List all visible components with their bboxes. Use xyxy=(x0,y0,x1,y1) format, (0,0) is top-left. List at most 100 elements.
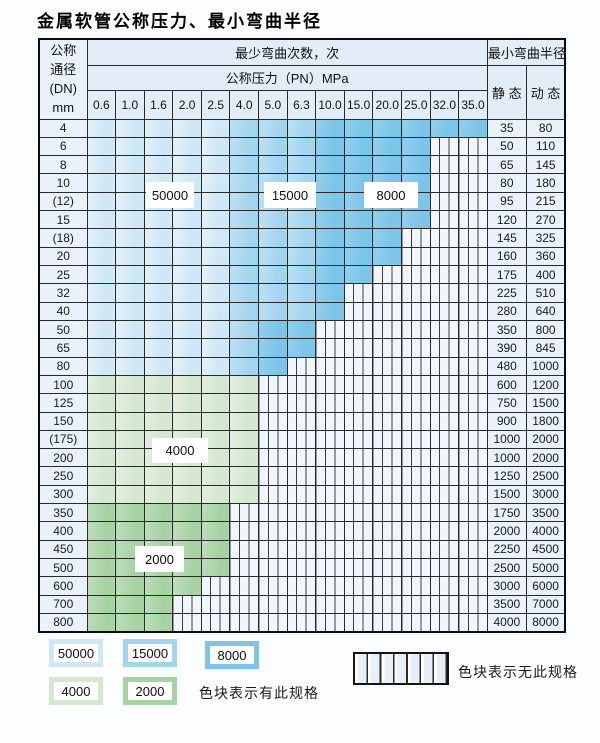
dn-cell: 300 xyxy=(38,484,88,505)
spec-cell xyxy=(86,374,117,395)
dn-cell: (175) xyxy=(38,429,88,450)
table-row: 65 390 845 xyxy=(38,338,566,358)
legend-swatch-50000: 50000 xyxy=(49,639,103,667)
no-spec-cell xyxy=(372,466,403,486)
spec-cell xyxy=(172,503,202,523)
table-row: 100 600 1200 xyxy=(38,374,566,395)
spec-cell xyxy=(115,301,145,321)
spec-cell xyxy=(258,210,288,230)
no-spec-cell xyxy=(458,301,488,321)
no-spec-cell xyxy=(458,576,488,596)
no-spec-cell xyxy=(343,594,374,614)
no-spec-cell xyxy=(343,466,374,486)
spec-cell xyxy=(115,228,145,248)
spec-cell xyxy=(86,466,117,486)
spec-cell xyxy=(115,338,145,358)
no-spec-cell xyxy=(286,356,317,376)
spec-cell xyxy=(172,576,202,596)
spec-cell xyxy=(115,576,145,596)
static-radius-cell: 35 xyxy=(486,118,527,138)
no-spec-cell xyxy=(401,612,431,633)
legend-swatch-label: 15000 xyxy=(128,644,172,662)
no-spec-cell xyxy=(401,576,431,596)
spec-cell xyxy=(86,539,117,560)
spec-cell xyxy=(86,338,117,358)
spec-cell xyxy=(115,191,145,212)
no-spec-cell xyxy=(372,557,403,578)
table-row: 4 35 80 xyxy=(38,118,566,138)
no-spec-cell xyxy=(315,374,345,395)
spec-cell xyxy=(343,264,374,285)
dn-cell: (18) xyxy=(38,228,88,248)
dn-cell: 4 xyxy=(38,118,88,138)
spec-cell xyxy=(286,210,317,230)
spec-cell xyxy=(86,191,117,212)
no-spec-cell xyxy=(429,503,460,523)
spec-cell xyxy=(115,264,145,285)
spec-cell xyxy=(286,319,317,340)
dn-cell: (12) xyxy=(38,191,88,212)
static-radius-cell: 1000 xyxy=(486,429,527,450)
spec-cell xyxy=(229,429,260,450)
no-spec-cell xyxy=(401,356,431,376)
no-spec-cell xyxy=(372,539,403,560)
no-spec-cell xyxy=(429,319,460,340)
spec-cell xyxy=(86,484,117,505)
table-row: 20 160 360 xyxy=(38,246,566,267)
no-spec-cell xyxy=(401,557,431,578)
spec-cell xyxy=(258,264,288,285)
spec-cell xyxy=(143,283,174,303)
table-row: 600 3000 6000 xyxy=(38,576,566,596)
no-spec-cell xyxy=(372,301,403,321)
no-spec-cell xyxy=(343,301,374,321)
spec-cell xyxy=(172,283,202,303)
no-spec-cell xyxy=(343,557,374,578)
spec-cell xyxy=(172,411,202,431)
spec-cell xyxy=(286,155,317,175)
table-row: 6 50 110 xyxy=(38,136,566,157)
spec-cell xyxy=(143,612,174,633)
spec-cell xyxy=(372,228,403,248)
pressure-column-header: 32.0 xyxy=(429,89,460,120)
dynamic-radius-cell: 110 xyxy=(525,136,566,157)
no-spec-cell xyxy=(372,338,403,358)
no-spec-cell xyxy=(258,429,288,450)
spec-cell xyxy=(200,210,231,230)
dynamic-radius-cell: 180 xyxy=(525,173,566,193)
spec-cell xyxy=(229,374,260,395)
dn-cell: 150 xyxy=(38,411,88,431)
no-spec-cell xyxy=(315,319,345,340)
no-spec-cell xyxy=(401,521,431,541)
spec-cell xyxy=(115,612,145,633)
dynamic-radius-cell: 640 xyxy=(525,301,566,321)
no-spec-cell xyxy=(229,594,260,614)
no-spec-cell xyxy=(401,503,431,523)
no-spec-cell xyxy=(458,393,488,413)
no-spec-cell xyxy=(200,594,231,614)
spec-cell xyxy=(200,228,231,248)
spec-cell xyxy=(229,448,260,468)
spec-cell xyxy=(200,393,231,413)
no-spec-cell xyxy=(401,393,431,413)
spec-cell xyxy=(86,264,117,285)
table-row: 250 1250 2500 xyxy=(38,466,566,486)
dynamic-radius-cell: 4500 xyxy=(525,539,566,560)
no-spec-cell xyxy=(372,484,403,505)
no-spec-cell xyxy=(458,466,488,486)
no-spec-cell xyxy=(458,246,488,267)
spec-cell xyxy=(229,411,260,431)
no-spec-cell xyxy=(315,539,345,560)
dn-cell: 40 xyxy=(38,301,88,321)
spec-cell xyxy=(86,503,117,523)
spec-cell xyxy=(200,521,231,541)
dn-corner-header: 公称 通径 (DN) mm xyxy=(38,38,88,120)
spec-cell xyxy=(143,319,174,340)
spec-cell xyxy=(172,338,202,358)
dynamic-radius-cell: 5000 xyxy=(525,557,566,578)
spec-cell xyxy=(229,393,260,413)
spec-cell xyxy=(143,503,174,523)
spec-cell xyxy=(143,393,174,413)
no-spec-cell xyxy=(429,191,460,212)
no-spec-cell xyxy=(429,264,460,285)
dn-cell: 800 xyxy=(38,612,88,633)
